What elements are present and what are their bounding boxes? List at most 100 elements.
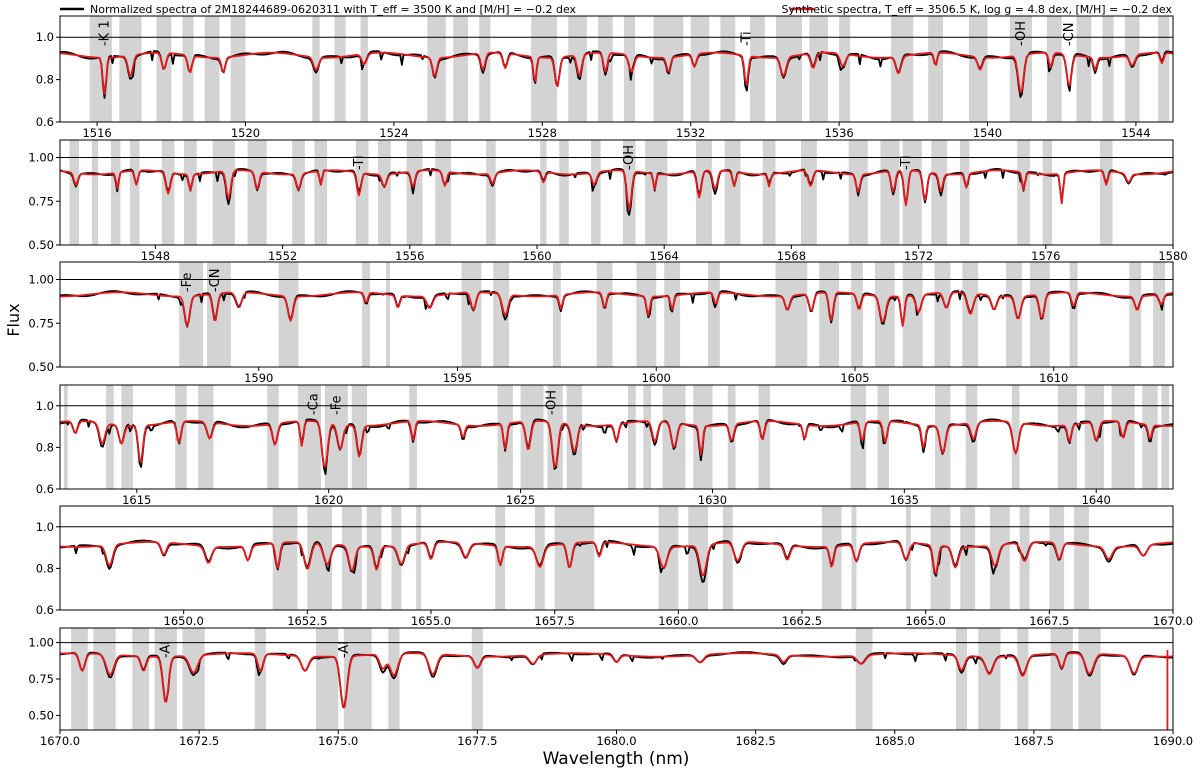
synthetic-spectrum-line xyxy=(60,652,1173,709)
spectrum-panel-5: 0.6 0.8 1.0 1650.0 1652.5 1655.0 1657.5 1660.0 1… xyxy=(36,505,1193,628)
mask-region xyxy=(362,262,371,367)
y-tick-label: 1.0 xyxy=(36,30,54,44)
mask-region xyxy=(750,16,765,122)
x-tick-label: 1650.0 xyxy=(164,614,204,628)
x-tick-label: 1595 xyxy=(443,371,472,385)
mask-region xyxy=(453,16,469,122)
x-tick-label: 1682.5 xyxy=(736,734,776,748)
x-tick-label: 1605 xyxy=(840,371,869,385)
panel-frame xyxy=(59,139,1174,246)
mask-region xyxy=(91,140,99,245)
y-tick-label: 0.8 xyxy=(36,73,54,87)
observed-spectrum-line xyxy=(60,418,1173,476)
x-tick-label: 1572 xyxy=(904,249,933,263)
mask-region xyxy=(272,506,298,610)
x-tick-label: 1590 xyxy=(244,371,273,385)
mask-region xyxy=(724,140,741,245)
mask-region xyxy=(959,140,970,245)
mask-region xyxy=(1074,506,1089,610)
x-tick-label: 1630 xyxy=(698,493,727,507)
mask-region xyxy=(1042,140,1053,245)
mask-region xyxy=(351,385,368,489)
x-tick-label: 1660.0 xyxy=(658,614,698,628)
mask-region xyxy=(179,262,204,367)
y-tick-label: 1.0 xyxy=(36,520,54,534)
y-tick-label: 0.50 xyxy=(28,238,54,252)
mask-region xyxy=(1006,262,1022,367)
mask-region xyxy=(385,262,390,367)
mask-region xyxy=(596,262,613,367)
line-id-label: -CN xyxy=(208,269,223,293)
mask-region xyxy=(645,140,668,245)
spectrum-panel-3: -Fe -CN 0.50 0.75 1.00 1590 1595 1600 1605 1610 xyxy=(28,261,1174,385)
x-tick-label: 1675.0 xyxy=(318,734,358,748)
plot-area xyxy=(60,506,1173,610)
x-tick-label: 1610 xyxy=(1039,371,1068,385)
mask-region xyxy=(554,506,595,610)
line-id-label: -K 1 xyxy=(98,20,113,46)
mask-region xyxy=(486,140,496,245)
mask-region xyxy=(989,506,1010,610)
spectra-panels: -K 1 -Ti -OH -CN 0.6 0.8 1.0 1516 1520 1524 1528 15… xyxy=(28,15,1193,748)
mask-region xyxy=(1129,262,1142,367)
mask-region xyxy=(1049,506,1065,610)
mask-region xyxy=(855,628,873,730)
mask-region xyxy=(360,16,368,122)
panel-frame xyxy=(59,15,1174,123)
observed-spectrum-line xyxy=(60,50,1173,99)
mask-region xyxy=(1099,140,1113,245)
y-tick-label: 0.50 xyxy=(28,360,54,374)
mask-region xyxy=(1017,628,1029,730)
mask-region xyxy=(1011,385,1020,489)
mask-region xyxy=(839,16,851,122)
mask-region xyxy=(690,16,710,122)
x-tick-label: 1690.0 xyxy=(1153,734,1193,748)
mask-region xyxy=(559,140,569,245)
x-tick-label: 1662.5 xyxy=(782,614,822,628)
mask-region xyxy=(198,385,214,489)
mask-region xyxy=(1124,16,1140,122)
y-tick-label: 1.00 xyxy=(28,273,54,287)
mask-region xyxy=(63,385,68,489)
plot-area xyxy=(60,262,1173,367)
x-tick-label: 1552 xyxy=(268,249,297,263)
mask-region xyxy=(552,262,561,367)
mask-region xyxy=(534,506,545,610)
x-tick-label: 1540 xyxy=(973,126,1002,140)
mask-region xyxy=(628,385,636,489)
spectrum-panel-2: -Ti -OH -Ti 0.50 0.75 1.00 1548 1552 1556 1560 156… xyxy=(28,139,1188,263)
spectrum-panel-6: -Al -Al 0.50 0.75 1.00 1670.0 1672.5 1675.0 1677… xyxy=(28,627,1193,748)
x-tick-label: 1635 xyxy=(890,493,919,507)
mask-region xyxy=(378,140,391,245)
mask-region xyxy=(71,628,88,730)
mask-region xyxy=(391,506,402,610)
mask-region xyxy=(471,628,483,730)
x-tick-label: 1657.5 xyxy=(535,614,575,628)
mask-region xyxy=(1050,628,1073,730)
x-tick-label: 1580 xyxy=(1158,249,1187,263)
y-tick-label: 0.8 xyxy=(36,561,54,575)
mask-region xyxy=(722,506,733,610)
spectrum-panel-1: -K 1 -Ti -OH -CN 0.6 0.8 1.0 1516 1520 1524 1528 15… xyxy=(36,15,1174,140)
line-id-label: -OH xyxy=(622,145,637,170)
mask-region xyxy=(315,628,339,730)
mask-region xyxy=(809,16,828,122)
x-tick-label: 1576 xyxy=(1031,249,1060,263)
synthetic-spectrum-line xyxy=(60,291,1173,327)
mask-region xyxy=(132,628,150,730)
mask-region xyxy=(653,16,684,122)
x-tick-label: 1524 xyxy=(379,126,408,140)
x-tick-label: 1687.5 xyxy=(1014,734,1054,748)
x-tick-label: 1620 xyxy=(314,493,343,507)
mask-region xyxy=(850,385,866,489)
mask-region xyxy=(547,385,563,489)
x-tick-label: 1544 xyxy=(1121,126,1150,140)
x-tick-label: 1532 xyxy=(676,126,705,140)
mask-region xyxy=(1153,262,1166,367)
synthetic-spectrum-line xyxy=(60,169,1173,211)
line-id-label: -Ti xyxy=(352,155,367,170)
legend-synthetic-label: Synthetic spectra, T_eff = 3506.5 K, log… xyxy=(781,3,1172,16)
panel-frame xyxy=(59,261,1174,368)
mask-region xyxy=(292,140,305,245)
